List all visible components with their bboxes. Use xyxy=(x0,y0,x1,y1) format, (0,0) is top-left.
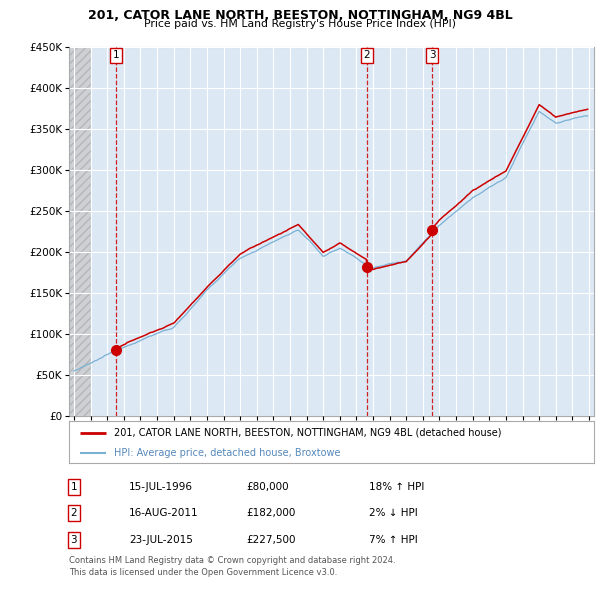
Text: 7% ↑ HPI: 7% ↑ HPI xyxy=(369,535,418,545)
Text: 2% ↓ HPI: 2% ↓ HPI xyxy=(369,509,418,518)
Text: 2: 2 xyxy=(70,509,77,518)
Text: 201, CATOR LANE NORTH, BEESTON, NOTTINGHAM, NG9 4BL: 201, CATOR LANE NORTH, BEESTON, NOTTINGH… xyxy=(88,9,512,22)
Text: 16-AUG-2011: 16-AUG-2011 xyxy=(129,509,199,518)
Bar xyxy=(69,47,92,416)
Text: Contains HM Land Registry data © Crown copyright and database right 2024.: Contains HM Land Registry data © Crown c… xyxy=(69,556,395,565)
Text: £227,500: £227,500 xyxy=(246,535,296,545)
Text: 201, CATOR LANE NORTH, BEESTON, NOTTINGHAM, NG9 4BL (detached house): 201, CATOR LANE NORTH, BEESTON, NOTTINGH… xyxy=(113,428,501,438)
Text: Price paid vs. HM Land Registry's House Price Index (HPI): Price paid vs. HM Land Registry's House … xyxy=(144,19,456,30)
Text: 23-JUL-2015: 23-JUL-2015 xyxy=(129,535,193,545)
Text: 15-JUL-1996: 15-JUL-1996 xyxy=(129,482,193,491)
Text: 1: 1 xyxy=(113,50,119,60)
Text: This data is licensed under the Open Government Licence v3.0.: This data is licensed under the Open Gov… xyxy=(69,568,337,577)
Text: 3: 3 xyxy=(70,535,77,545)
Text: 1: 1 xyxy=(70,482,77,491)
Text: 18% ↑ HPI: 18% ↑ HPI xyxy=(369,482,424,491)
Text: HPI: Average price, detached house, Broxtowe: HPI: Average price, detached house, Brox… xyxy=(113,448,340,457)
Text: 2: 2 xyxy=(364,50,370,60)
Text: £182,000: £182,000 xyxy=(246,509,295,518)
Text: 3: 3 xyxy=(429,50,436,60)
Text: £80,000: £80,000 xyxy=(246,482,289,491)
